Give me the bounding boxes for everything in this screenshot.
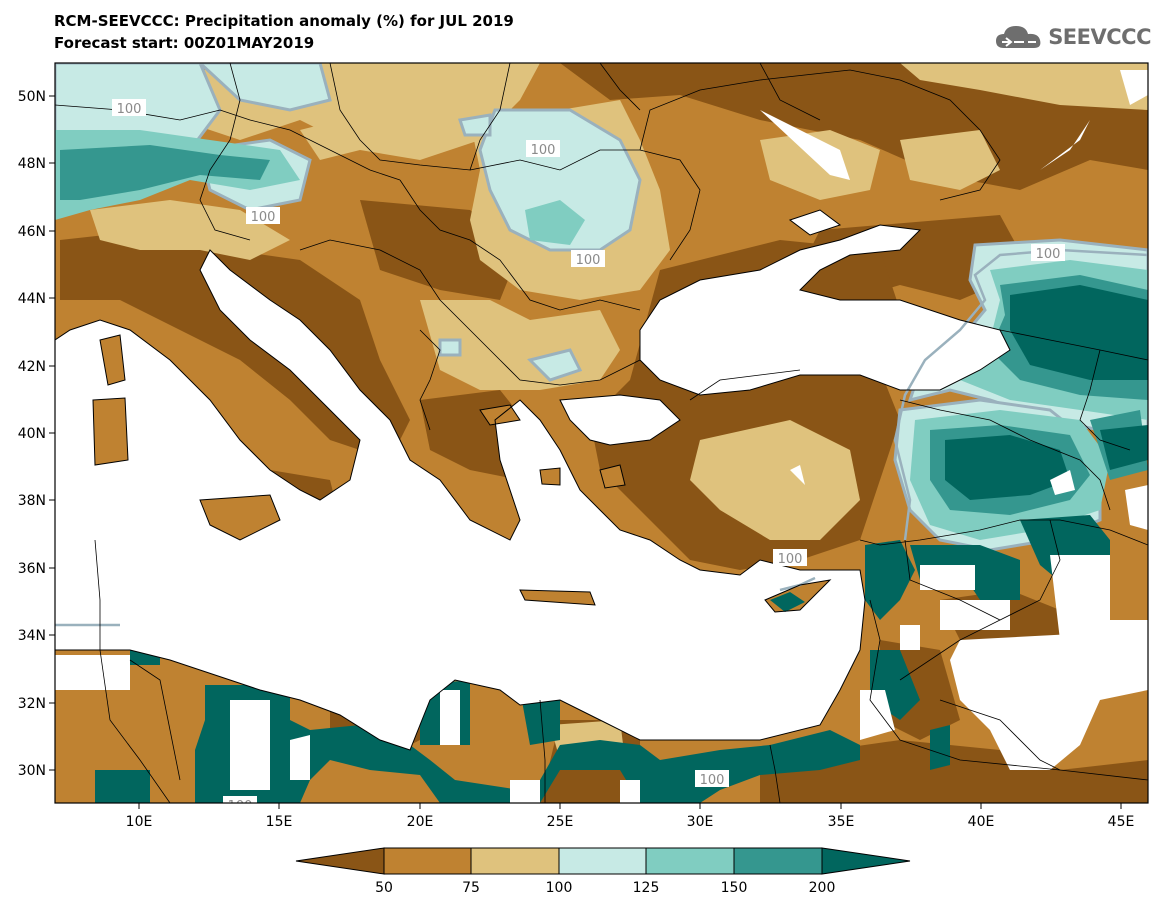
map-field: 100 100 100 100 100 100 100 100 xyxy=(55,63,1148,814)
lon-label: 15E xyxy=(266,814,293,830)
coastlines xyxy=(55,209,1011,751)
colorbar-label: 125 xyxy=(633,880,660,896)
contour-labels: 100 100 100 100 100 100 100 100 xyxy=(112,99,1065,814)
contour-label: 100 xyxy=(251,210,276,225)
colorbar-below-50 xyxy=(295,847,385,875)
contour-label-bg xyxy=(246,207,280,224)
contour-label-bg xyxy=(695,770,729,787)
lat-label: 34N xyxy=(18,628,46,644)
lat-label: 40N xyxy=(18,426,46,442)
cloud-icon xyxy=(996,26,1041,48)
lon-label: 35E xyxy=(828,814,855,830)
lat-label: 38N xyxy=(18,493,46,509)
contour-label: 100 xyxy=(531,143,556,158)
colorbar-label: 75 xyxy=(462,880,480,896)
contour-label-bg xyxy=(773,549,807,566)
colorbar-label: 50 xyxy=(375,880,393,896)
lat-label: 42N xyxy=(18,359,46,375)
contour-label-bg xyxy=(1031,244,1065,261)
lon-label: 30E xyxy=(687,814,714,830)
longitude-axis: 10E 15E 20E 25E 30E 35E 40E 45E xyxy=(126,803,1135,830)
colorbar-100-125 xyxy=(558,847,647,875)
logo-text: SEEVCCC xyxy=(1048,25,1151,49)
contour-label: 100 xyxy=(1036,247,1061,262)
colorbar-above-200 xyxy=(821,847,911,875)
lat-label: 48N xyxy=(18,156,46,172)
colorbar-label: 200 xyxy=(809,880,836,896)
contour-label-bg xyxy=(571,250,605,267)
lat-label: 30N xyxy=(18,763,46,779)
lon-label: 40E xyxy=(968,814,995,830)
contour-label: 100 xyxy=(117,102,142,117)
colorbar: 50 75 100 125 150 200 xyxy=(295,847,911,896)
lon-label: 10E xyxy=(126,814,153,830)
lon-label: 25E xyxy=(547,814,574,830)
contour-label: 100 xyxy=(700,773,725,788)
lat-label: 44N xyxy=(18,291,46,307)
latitude-axis: 50N 48N 46N 44N 42N 40N 38N 36N 34N 32N … xyxy=(18,89,55,779)
seevccc-logo: SEEVCCC xyxy=(994,22,1151,52)
sea-and-masked-areas xyxy=(55,70,1148,803)
colorbar-label: 100 xyxy=(546,880,573,896)
colorbar-label: 150 xyxy=(721,880,748,896)
lat-label: 32N xyxy=(18,696,46,712)
contour-label-bg xyxy=(526,140,560,157)
contour-label-bg xyxy=(223,796,257,803)
colorbar-50-75 xyxy=(383,847,472,875)
lon-label: 45E xyxy=(1108,814,1135,830)
contour-label: 100 xyxy=(228,799,253,814)
country-borders xyxy=(55,63,1148,803)
colorbar-75-100 xyxy=(470,847,560,875)
lat-label: 46N xyxy=(18,224,46,240)
colorbar-150-200 xyxy=(733,847,823,875)
contour-label: 100 xyxy=(576,253,601,268)
lat-label: 50N xyxy=(18,89,46,105)
contour-label: 100 xyxy=(778,552,803,567)
contour-label-bg xyxy=(112,99,146,116)
forecast-start-label: Forecast start: 00Z01MAY2019 xyxy=(54,34,315,52)
islands xyxy=(93,335,830,612)
lat-label: 36N xyxy=(18,561,46,577)
chart-title: RCM-SEEVCCC: Precipitation anomaly (%) f… xyxy=(54,12,514,30)
lon-label: 20E xyxy=(407,814,434,830)
cyprus-wet-patch xyxy=(770,592,805,612)
colorbar-125-150 xyxy=(645,847,735,875)
